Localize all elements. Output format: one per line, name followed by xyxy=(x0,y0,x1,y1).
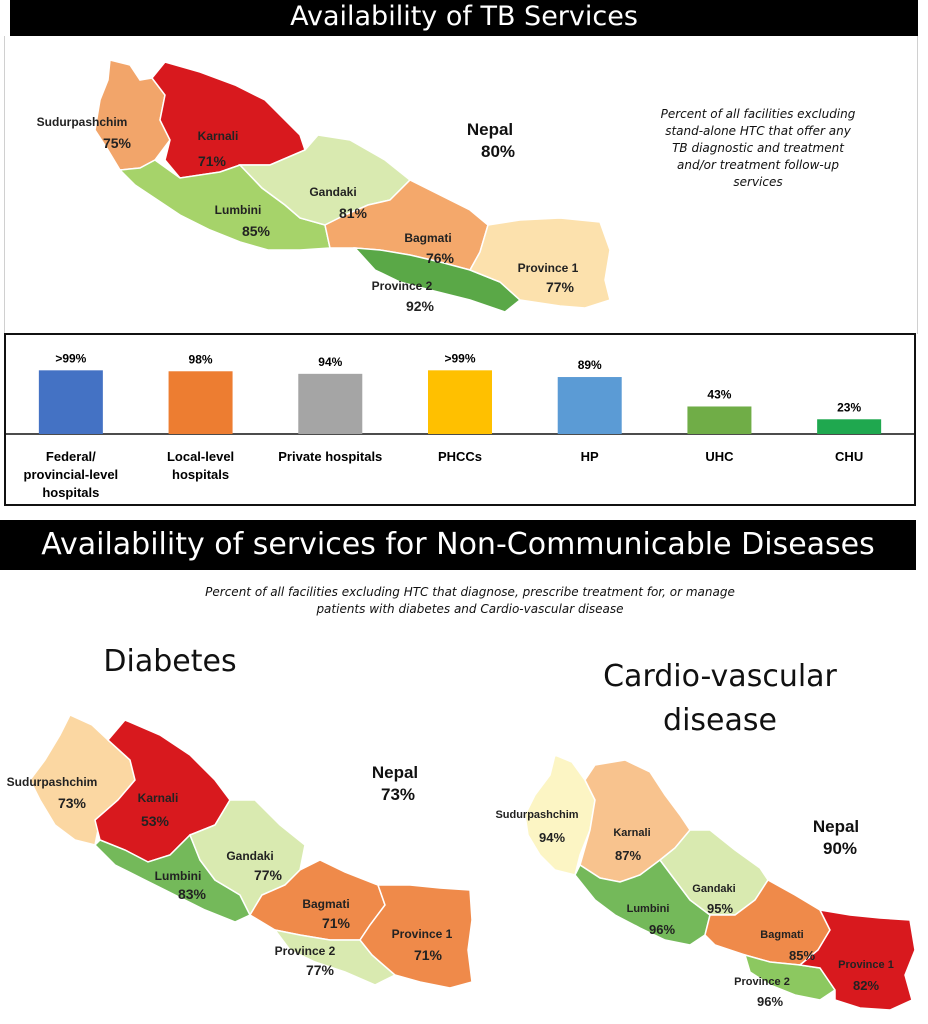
tb-national-value: 80% xyxy=(481,142,515,161)
bar-value-label-3: >99% xyxy=(444,351,475,365)
bar-category-label-1: Local-level hospitals xyxy=(167,449,234,482)
tb-label-gandaki-name: Gandaki xyxy=(309,185,356,199)
cvd-label-karnali-value: 87% xyxy=(615,848,641,863)
tb-title-banner: Availability of TB Services xyxy=(10,0,918,36)
tb-label-province-1-name: Province 1 xyxy=(518,261,579,275)
tb-facility-bar-chart: >99% Federal/provincial-level hospitals 98%… xyxy=(6,351,914,500)
diabetes-label-lumbini-name: Lumbini xyxy=(155,869,202,883)
diabetes-label-bagmati-name: Bagmati xyxy=(302,897,349,911)
diabetes-label-lumbini-value: 83% xyxy=(178,886,207,902)
tb-national-name: Nepal xyxy=(467,120,513,139)
cvd-label-province-1-value: 82% xyxy=(853,978,879,993)
bar-category-label-5: UHC xyxy=(705,449,734,464)
ncd-note: Percent of all facilities excluding HTC … xyxy=(140,584,800,618)
bar-value-label-6: 23% xyxy=(837,400,861,414)
tb-nepal-map: Sudurpashchim 75% Karnali 71% Lumbini 85… xyxy=(37,59,611,314)
cvd-label-gandaki-value: 95% xyxy=(707,901,733,916)
diabetes-label-province-1-name: Province 1 xyxy=(392,927,453,941)
bar-value-label-1: 98% xyxy=(189,352,213,366)
cvd-label-lumbini-value: 96% xyxy=(649,922,675,937)
cvd-national-value: 90% xyxy=(823,839,857,858)
ncd-title-banner: Availability of services for Non-Communi… xyxy=(0,520,916,570)
tb-label-gandaki-value: 81% xyxy=(339,205,368,221)
tb-label-province-2-value: 92% xyxy=(406,298,435,314)
diabetes-label-karnali-name: Karnali xyxy=(138,791,179,805)
diabetes-national-name: Nepal xyxy=(372,763,418,782)
diabetes-label-province-1-value: 71% xyxy=(414,947,443,963)
bar-5 xyxy=(687,406,752,434)
bar-category-label-4: HP xyxy=(581,449,599,464)
cvd-label-bagmati-name: Bagmati xyxy=(760,929,803,941)
bar-value-label-5: 43% xyxy=(707,387,731,401)
cvd-label-province-2-value: 96% xyxy=(757,994,783,1009)
bar-value-label-4: 89% xyxy=(578,358,602,372)
bar-6 xyxy=(817,419,882,434)
bar-4 xyxy=(557,377,622,434)
bar-category-label-6: CHU xyxy=(835,449,863,464)
cvd-heading-line1: Cardio-vascular xyxy=(603,659,837,694)
bar-3 xyxy=(428,370,492,434)
bar-category-label-2: Private hospitals xyxy=(278,449,382,464)
diabetes-label-sudurpashchim-value: 73% xyxy=(58,795,87,811)
tb-label-sudurpashchim-name: Sudurpashchim xyxy=(37,115,128,129)
cvd-label-sudurpashchim-name: Sudurpashchim xyxy=(495,809,578,821)
ncd-note-line1: Percent of all facilities excluding HTC … xyxy=(205,585,735,599)
tb-label-lumbini-name: Lumbini xyxy=(215,203,262,217)
cvd-heading: Cardio-vascular disease xyxy=(570,655,870,743)
tb-label-sudurpashchim-value: 75% xyxy=(103,135,132,151)
tb-label-karnali-value: 71% xyxy=(198,153,227,169)
ncd-title: Availability of services for Non-Communi… xyxy=(41,527,875,562)
cvd-label-province-2-name: Province 2 xyxy=(734,976,790,988)
bar-value-label-0: >99% xyxy=(55,351,86,365)
cvd-label-lumbini-name: Lumbini xyxy=(627,903,670,915)
cvd-label-bagmati-value: 85% xyxy=(789,948,815,963)
tb-label-bagmati-value: 76% xyxy=(426,250,455,266)
tb-label-lumbini-value: 85% xyxy=(242,223,271,239)
diabetes-label-bagmati-value: 71% xyxy=(322,915,351,931)
diabetes-national-value: 73% xyxy=(381,785,415,804)
tb-label-bagmati-name: Bagmati xyxy=(404,231,451,245)
diabetes-region-province-1 xyxy=(359,884,473,989)
cvd-label-gandaki-name: Gandaki xyxy=(692,883,735,895)
tb-title: Availability of TB Services xyxy=(290,1,638,32)
tb-label-province-2-name: Province 2 xyxy=(372,279,433,293)
diabetes-label-province-2-name: Province 2 xyxy=(275,944,336,958)
diabetes-label-province-2-value: 77% xyxy=(306,962,335,978)
cvd-national-name: Nepal xyxy=(813,817,859,836)
diabetes-label-karnali-value: 53% xyxy=(141,813,170,829)
ncd-note-line2: patients with diabetes and Cardio-vascul… xyxy=(316,602,624,616)
tb-label-karnali-name: Karnali xyxy=(198,129,239,143)
bar-1 xyxy=(168,371,233,434)
bar-value-label-2: 94% xyxy=(318,355,342,369)
bar-2 xyxy=(298,373,363,434)
cvd-region-province-1 xyxy=(798,909,916,1011)
tb-label-province-1-value: 77% xyxy=(546,279,575,295)
tb-facility-bar-chart-frame xyxy=(4,333,916,506)
tb-map-panel xyxy=(4,36,918,334)
bar-category-label-0: Federal/provincial-level hospitals xyxy=(24,449,119,500)
cvd-label-karnali-name: Karnali xyxy=(613,827,650,839)
cvd-heading-line2: disease xyxy=(663,703,777,738)
tb-region-province-1 xyxy=(468,217,611,309)
cvd-label-sudurpashchim-value: 94% xyxy=(539,830,565,845)
bar-0 xyxy=(38,370,103,434)
diabetes-heading: Diabetes xyxy=(103,644,237,679)
cvd-region-province-2 xyxy=(743,953,837,1001)
diabetes-label-sudurpashchim-name: Sudurpashchim xyxy=(7,775,98,789)
diabetes-label-gandaki-name: Gandaki xyxy=(226,849,273,863)
diabetes-label-gandaki-value: 77% xyxy=(254,867,283,883)
bar-category-label-3: PHCCs xyxy=(438,449,482,464)
tb-note: Percent of all facilities excluding stan… xyxy=(660,107,856,189)
cvd-label-province-1-name: Province 1 xyxy=(838,959,894,971)
